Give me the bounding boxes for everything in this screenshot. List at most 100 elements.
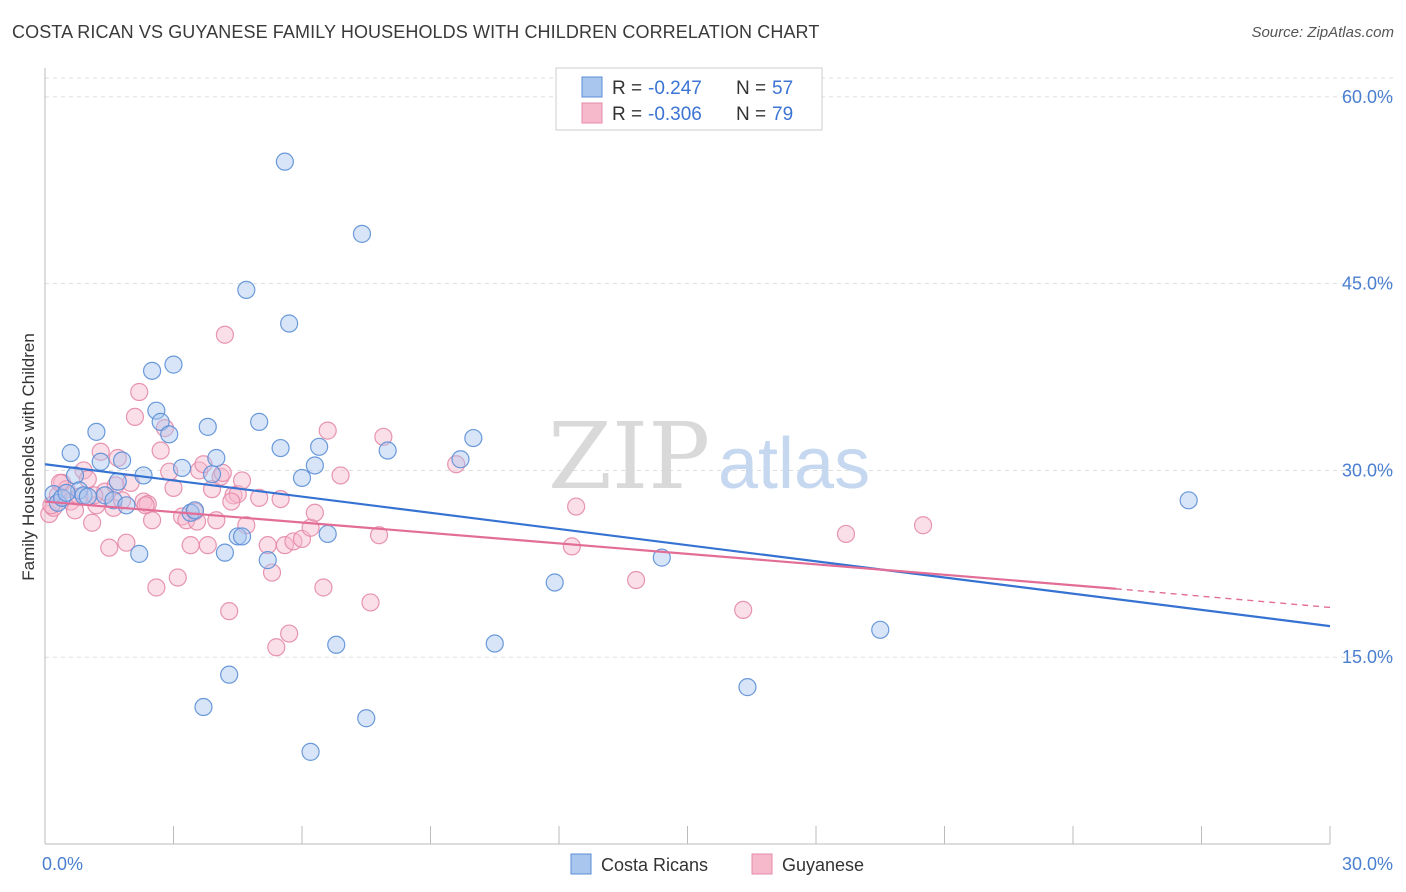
gridlines (45, 77, 1393, 658)
trend-line-guyanese-extension (1115, 588, 1331, 609)
point-costa-ricans-19 (160, 425, 179, 444)
legend-r-value-1: -0.247 (648, 78, 702, 99)
legend-n-label-2: N = (736, 104, 766, 125)
point-costa-ricans-31 (232, 527, 252, 546)
point-guyanese-47 (250, 488, 269, 507)
data-points (40, 152, 1198, 761)
point-guyanese-65 (567, 497, 586, 516)
watermark-atlas: atlas (718, 424, 870, 504)
point-guyanese-66 (562, 537, 581, 556)
point-costa-ricans-52 (738, 678, 757, 697)
point-guyanese-50 (267, 638, 286, 657)
point-costa-ricans-16 (142, 361, 162, 380)
point-guyanese-61 (361, 593, 380, 612)
point-guyanese-6 (65, 501, 85, 520)
point-costa-ricans-35 (271, 438, 290, 458)
point-costa-ricans-51 (652, 548, 671, 567)
legend-n-value-2: 79 (772, 104, 793, 125)
point-costa-ricans-55 (57, 483, 76, 502)
point-guyanese-68 (734, 600, 753, 620)
point-guyanese-18 (117, 533, 136, 552)
y-tick-label-1: 30.0% (1342, 460, 1393, 480)
point-costa-ricans-36 (275, 152, 294, 171)
point-costa-ricans-25 (198, 417, 217, 436)
point-guyanese-63 (374, 427, 393, 446)
y-tick-label-3: 60.0% (1342, 87, 1393, 107)
legend-swatch-costa-ricans (581, 76, 603, 98)
point-guyanese-37 (198, 536, 217, 555)
point-costa-ricans-21 (172, 458, 192, 478)
point-guyanese-26 (151, 441, 170, 460)
point-costa-ricans-24 (194, 697, 213, 717)
legend-r-value-2: -0.306 (648, 104, 702, 125)
point-costa-ricans-23 (185, 501, 205, 520)
point-costa-ricans-32 (237, 280, 256, 300)
point-costa-ricans-45 (357, 709, 376, 728)
series-name-guyanese: Guyanese (782, 855, 864, 875)
point-guyanese-70 (913, 516, 933, 535)
point-costa-ricans-13 (117, 496, 136, 515)
series-swatch-costa-ricans (570, 853, 592, 875)
point-costa-ricans-20 (164, 355, 183, 374)
correlation-legend: R = -0.247 N = 57 R = -0.306 N = 79 (555, 67, 823, 131)
point-guyanese-41 (215, 325, 234, 344)
point-guyanese-72 (50, 473, 70, 493)
point-costa-ricans-14 (130, 544, 149, 563)
point-costa-ricans-54 (1179, 491, 1198, 510)
trend-line-guyanese (44, 500, 1116, 590)
point-costa-ricans-12 (112, 451, 132, 470)
point-guyanese-78 (222, 492, 241, 511)
trend-lines (44, 463, 1331, 628)
point-costa-ricans-38 (292, 468, 312, 488)
y-axis-label: Family Households with Children (19, 333, 38, 581)
point-guyanese-14 (100, 538, 119, 557)
trend-line-costa-ricans (44, 463, 1331, 628)
series-legend: Costa Ricans Guyanese (570, 853, 864, 875)
point-guyanese-59 (318, 421, 337, 440)
point-costa-ricans-33 (250, 412, 269, 431)
x-tick-label-0: 0.0% (42, 854, 83, 874)
point-costa-ricans-56 (78, 487, 97, 506)
y-tick-label-2: 45.0% (1342, 274, 1393, 294)
point-guyanese-69 (836, 524, 856, 544)
point-guyanese-45 (232, 471, 252, 490)
point-costa-ricans-42 (318, 524, 337, 544)
point-costa-ricans-11 (108, 472, 127, 491)
point-costa-ricans-41 (310, 437, 329, 456)
point-guyanese-67 (626, 570, 646, 590)
y-tick-labels: 15.0% 30.0% 45.0% 60.0% (1342, 87, 1393, 667)
point-costa-ricans-48 (464, 428, 483, 448)
legend-r-label-2: R = (612, 104, 642, 125)
point-guyanese-10 (83, 513, 102, 532)
chart-title: COSTA RICAN VS GUYANESE FAMILY HOUSEHOLD… (12, 22, 820, 42)
y-tick-label-0: 15.0% (1342, 647, 1393, 667)
point-guyanese-58 (314, 578, 333, 597)
axes (44, 68, 1331, 845)
legend-swatch-guyanese (581, 102, 603, 124)
series-swatch-guyanese (751, 853, 773, 875)
point-costa-ricans-37 (280, 314, 299, 333)
source-credit: Source: ZipAtlas.com (1251, 24, 1394, 41)
point-costa-ricans-7 (87, 422, 106, 441)
point-costa-ricans-29 (220, 665, 239, 684)
series-name-costa-ricans: Costa Ricans (601, 855, 708, 875)
point-costa-ricans-47 (451, 450, 470, 469)
point-guyanese-25 (147, 578, 166, 597)
point-costa-ricans-43 (327, 635, 346, 654)
point-guyanese-57 (305, 503, 324, 522)
point-costa-ricans-34 (258, 551, 277, 570)
point-costa-ricans-27 (207, 448, 226, 468)
point-guyanese-12 (91, 442, 110, 461)
point-costa-ricans-40 (305, 456, 324, 475)
point-costa-ricans-50 (545, 573, 564, 592)
point-guyanese-62 (370, 526, 389, 545)
point-guyanese-60 (331, 466, 350, 485)
point-guyanese-20 (125, 407, 145, 427)
point-guyanese-21 (130, 382, 149, 402)
x-tick-label-1: 30.0% (1342, 854, 1393, 874)
point-costa-ricans-53 (871, 620, 890, 639)
point-costa-ricans-39 (301, 742, 320, 761)
point-guyanese-30 (168, 568, 187, 587)
watermark-zip: ZIP (548, 403, 710, 510)
